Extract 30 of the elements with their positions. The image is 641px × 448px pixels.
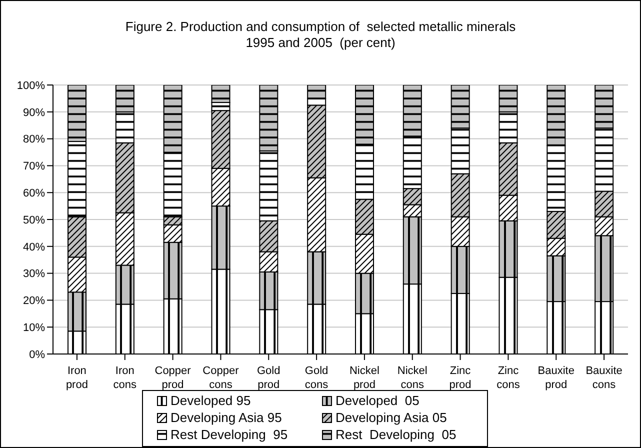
x-tick-label: Gold prod: [257, 365, 280, 391]
x-tick-label: Copper prod: [154, 365, 192, 391]
y-tick-label: 0%: [29, 348, 46, 361]
x-tick-label: Nickel cons: [397, 365, 428, 391]
y-tick-label: 40%: [22, 241, 46, 254]
y-tick-label: 80%: [22, 134, 46, 146]
x-tick-label: Gold cons: [304, 365, 329, 391]
y-tick-label: 70%: [22, 160, 46, 173]
x-tick-label: Iron prod: [66, 365, 88, 391]
y-tick-label: 100%: [16, 80, 46, 92]
x-tick-label: Copper cons: [202, 365, 240, 391]
y-tick-label: 50%: [22, 214, 46, 226]
chart-title: Figure 2. Production and consumption of selected metallic minerals 1995 and 2005 (per cent): [124, 19, 517, 51]
y-tick-label: 30%: [22, 268, 46, 280]
legend-label: Developing Asia 95: [170, 410, 282, 425]
y-tick-label: 10%: [22, 322, 46, 334]
legend-label: Developed 95: [170, 393, 251, 408]
x-tick-label: Bauxite prod: [538, 365, 574, 391]
y-tick-label: 20%: [22, 295, 46, 308]
legend-label: Developing Asia 05: [336, 410, 447, 425]
x-tick-label: Nickel prod: [349, 365, 380, 391]
x-tick-label: Bauxite cons: [586, 365, 622, 391]
legend-label: Rest Developing 05: [336, 427, 456, 442]
legend-label: Rest Developing 95: [170, 427, 288, 442]
x-tick-label: Zinc cons: [496, 365, 520, 391]
x-tick-label: Zinc prod: [449, 365, 472, 391]
y-tick-label: 60%: [22, 188, 46, 200]
legend-label: Developed 05: [336, 393, 420, 408]
y-tick-label: 90%: [22, 106, 46, 119]
x-tick-label: Iron cons: [113, 365, 137, 391]
